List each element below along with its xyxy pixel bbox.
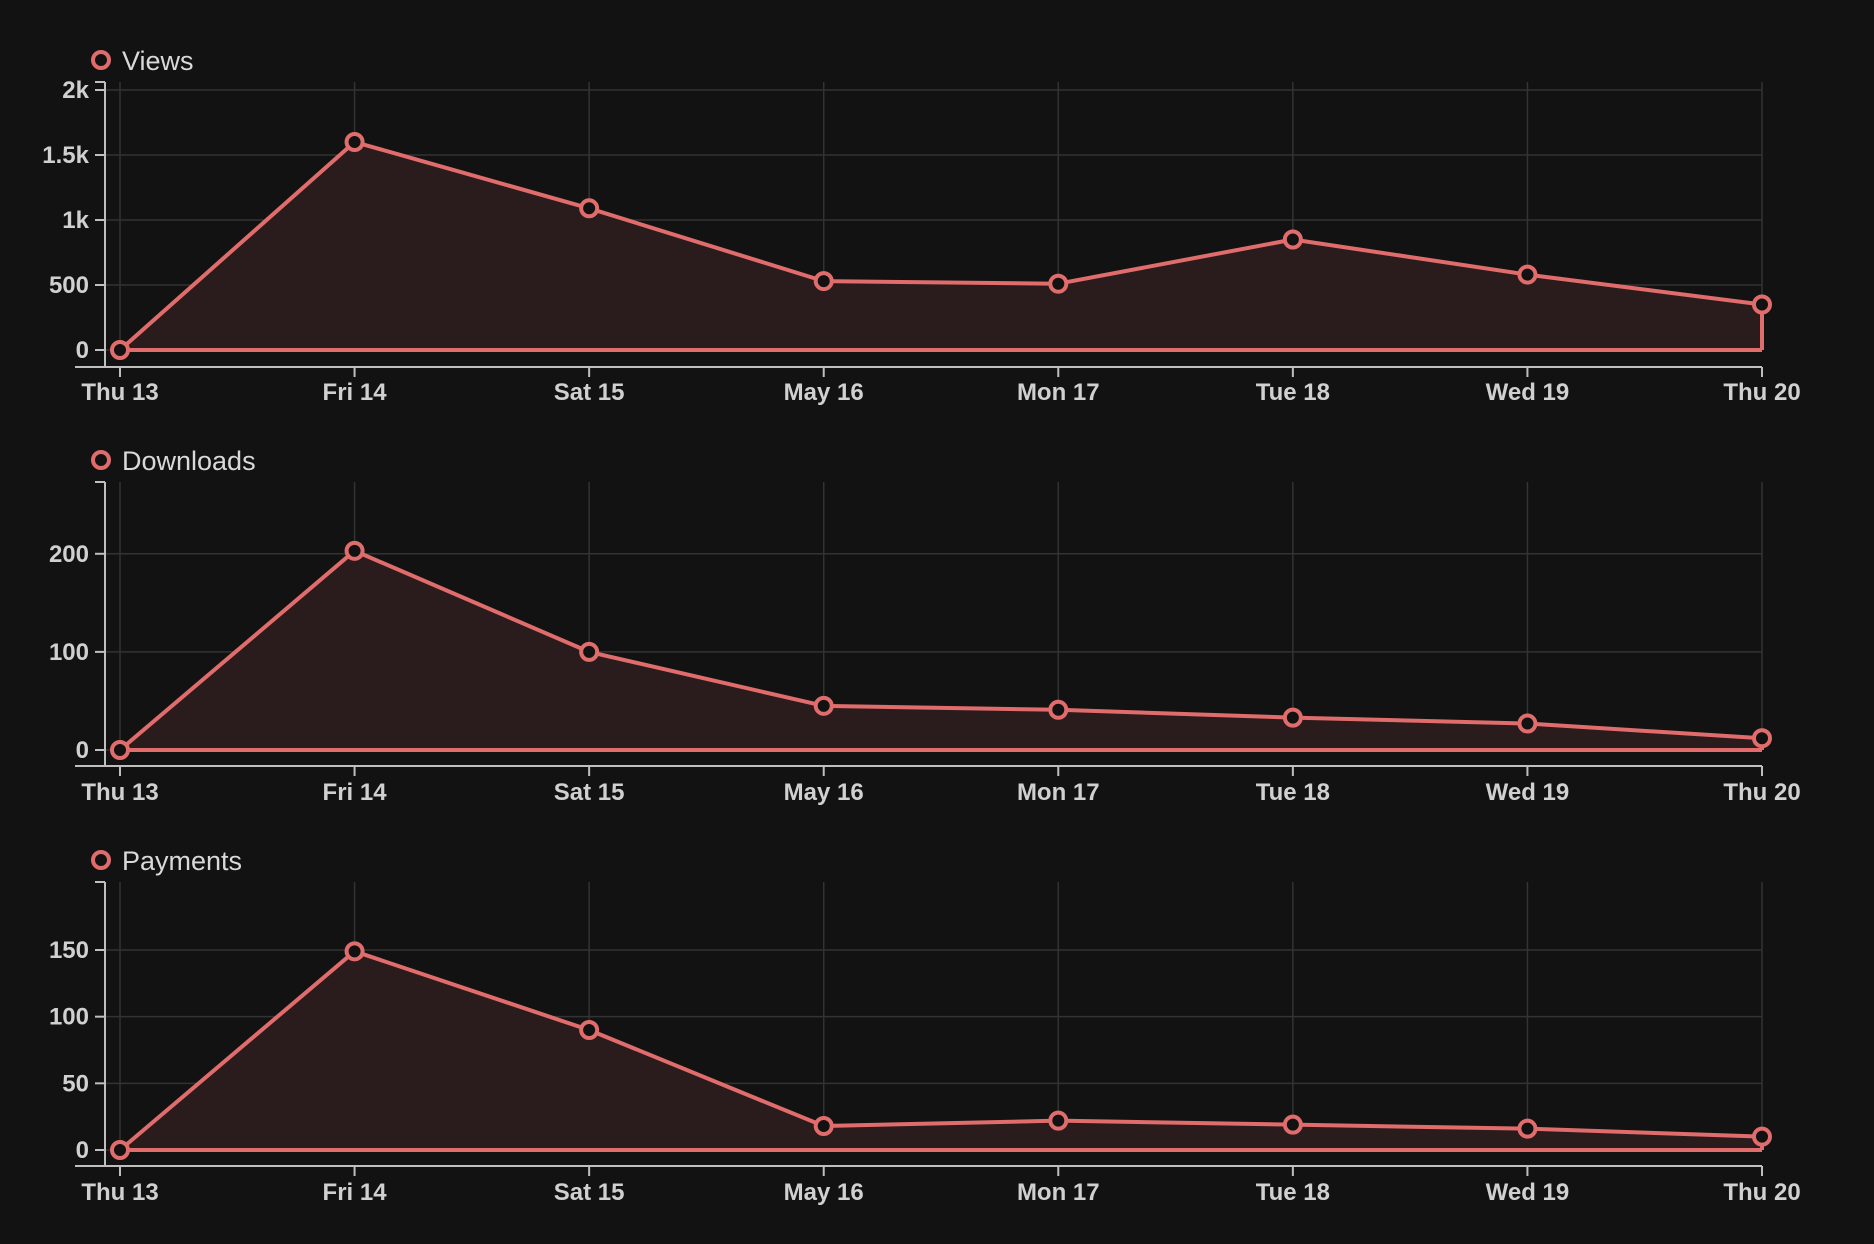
downloads-series-line xyxy=(118,548,1763,752)
payments-data-point[interactable] xyxy=(110,1140,130,1160)
downloads-xtick-label: Wed 19 xyxy=(1486,779,1570,806)
downloads-xtick-label: Fri 14 xyxy=(323,779,388,806)
downloads-ytick-label: 0 xyxy=(76,737,89,764)
payments-xtick-label: May 16 xyxy=(784,1179,864,1206)
downloads-legend-label: Downloads xyxy=(122,446,256,476)
payments-chart: Payments 0 50 100 150 Thu 13 Fri 14 Sat 15 May 1… xyxy=(49,846,1801,1206)
views-series-line xyxy=(118,140,1763,352)
downloads-xtick-label: Sat 15 xyxy=(554,779,625,806)
payments-ytick-label: 150 xyxy=(49,937,89,964)
views-data-point[interactable] xyxy=(110,340,130,360)
views-data-point[interactable] xyxy=(344,132,365,152)
views-ytick-label: 500 xyxy=(49,272,89,299)
views-xtick-label: Wed 19 xyxy=(1486,379,1570,406)
views-xtick-label: Fri 14 xyxy=(323,379,388,406)
downloads-data-point[interactable] xyxy=(813,695,834,716)
views-legend[interactable]: Views xyxy=(91,46,194,76)
payments-series-area xyxy=(120,951,1762,1150)
views-legend-marker xyxy=(91,50,111,70)
views-ytick-label: 0 xyxy=(76,337,89,364)
payments-xtick-label: Wed 19 xyxy=(1486,1179,1570,1206)
views-data-point[interactable] xyxy=(579,198,600,219)
payments-xtick-label: Sat 15 xyxy=(554,1179,625,1206)
payments-data-point[interactable] xyxy=(344,941,365,962)
views-data-point[interactable] xyxy=(1517,264,1538,285)
downloads-xtick-label: May 16 xyxy=(784,779,864,806)
views-ytick-label: 2k xyxy=(62,77,89,104)
views-xtick-label: Tue 18 xyxy=(1256,379,1330,406)
views-xtick-label: Mon 17 xyxy=(1017,379,1100,406)
payments-data-point[interactable] xyxy=(1282,1114,1303,1135)
downloads-chart: Downloads 0 100 200 Thu 13 Fri 14 Sat 15 May 16… xyxy=(49,446,1801,806)
views-data-point[interactable] xyxy=(813,271,834,292)
payments-legend-label: Payments xyxy=(122,846,242,876)
downloads-xtick-label: Mon 17 xyxy=(1017,779,1100,806)
payments-ytick-label: 0 xyxy=(76,1137,89,1164)
payments-legend-marker xyxy=(91,850,111,870)
views-data-point[interactable] xyxy=(1282,229,1303,250)
views-ytick-label: 1.5k xyxy=(42,142,89,169)
views-data-point[interactable] xyxy=(1048,273,1069,294)
downloads-xtick-label: Thu 20 xyxy=(1723,779,1800,806)
downloads-xtick-label: Thu 13 xyxy=(81,779,158,806)
payments-data-point[interactable] xyxy=(813,1116,834,1136)
payments-data-point[interactable] xyxy=(579,1020,600,1040)
downloads-ytick-label: 100 xyxy=(49,639,89,666)
payments-xtick-label: Fri 14 xyxy=(323,1179,388,1206)
downloads-data-point[interactable] xyxy=(344,540,365,561)
payments-data-point[interactable] xyxy=(1752,1126,1772,1147)
downloads-xtick-label: Tue 18 xyxy=(1256,779,1330,806)
downloads-data-point[interactable] xyxy=(110,740,130,760)
views-xtick-label: Thu 13 xyxy=(81,379,158,406)
payments-xtick-label: Tue 18 xyxy=(1256,1179,1330,1206)
payments-ytick-label: 50 xyxy=(62,1070,89,1097)
downloads-legend-marker xyxy=(91,450,111,470)
views-xtick-label: Sat 15 xyxy=(554,379,625,406)
payments-legend[interactable]: Payments xyxy=(91,846,242,876)
views-legend-label: Views xyxy=(122,46,194,76)
views-chart: Views 0 500 1k 1.5k 2k Thu 13 Fri 14 Sat 15 May 1… xyxy=(42,46,1800,406)
views-xtick-label: Thu 20 xyxy=(1723,379,1800,406)
payments-data-point[interactable] xyxy=(1048,1110,1069,1131)
downloads-legend[interactable]: Downloads xyxy=(91,446,256,476)
downloads-data-point[interactable] xyxy=(1282,707,1303,728)
views-data-point[interactable] xyxy=(1752,294,1772,315)
downloads-data-point[interactable] xyxy=(1752,728,1772,749)
downloads-data-point[interactable] xyxy=(1517,713,1538,734)
downloads-ytick-label: 200 xyxy=(49,541,89,568)
downloads-data-point[interactable] xyxy=(579,641,600,662)
views-ytick-label: 1k xyxy=(62,207,89,234)
payments-xtick-label: Thu 13 xyxy=(81,1179,158,1206)
downloads-data-point[interactable] xyxy=(1048,699,1069,720)
views-series-area xyxy=(120,142,1762,350)
downloads-series-area xyxy=(120,550,1762,750)
payments-xtick-label: Thu 20 xyxy=(1723,1179,1800,1206)
payments-ytick-label: 100 xyxy=(49,1004,89,1031)
payments-series-line xyxy=(118,949,1763,1152)
payments-data-point[interactable] xyxy=(1517,1118,1538,1139)
payments-xtick-label: Mon 17 xyxy=(1017,1179,1100,1206)
views-xtick-label: May 16 xyxy=(784,379,864,406)
